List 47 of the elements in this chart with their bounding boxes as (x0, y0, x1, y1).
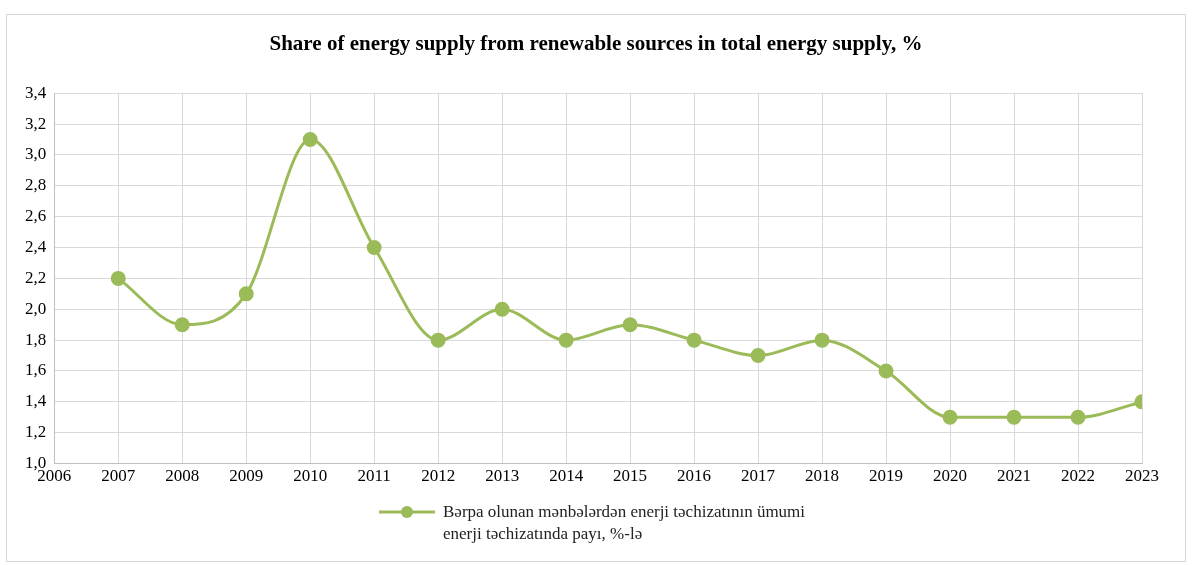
x-tick-label: 2018 (805, 466, 840, 486)
point (686, 332, 702, 348)
y-tick-label: 1,4 (25, 391, 47, 411)
x-tick-label: 2009 (229, 466, 264, 486)
x-tick-label: 2008 (165, 466, 200, 486)
x-tick-label: 2017 (741, 466, 776, 486)
x-tick-label: 2014 (549, 466, 584, 486)
y-tick-label: 2,2 (25, 267, 47, 287)
y-tick-label: 1,8 (25, 329, 47, 349)
x-tick-label: 2020 (933, 466, 968, 486)
y-tick-label: 2,8 (25, 175, 47, 195)
x-tick-label: 2023 (1125, 466, 1159, 486)
point (558, 332, 574, 348)
point (430, 332, 446, 348)
x-tick-label: 2022 (1061, 466, 1096, 486)
point (942, 409, 958, 425)
point (238, 286, 254, 302)
y-tick-label: 3,2 (25, 113, 47, 133)
x-tick-label: 2013 (485, 466, 520, 486)
x-tick-label: 2019 (869, 466, 904, 486)
x-tick-label: 2012 (421, 466, 456, 486)
point (1006, 409, 1022, 425)
y-tick-label: 3,0 (25, 144, 47, 164)
x-tick-label: 2007 (101, 466, 136, 486)
legend-label: Bərpa olunan mənbələrdən enerji təchizatının ümumi enerji təchizatında payı, %-lə (443, 501, 807, 545)
y-tick-label: 3,4 (25, 82, 47, 102)
x-tick-label: 2015 (613, 466, 648, 486)
y-tick-label: 2,6 (25, 206, 47, 226)
x-tick-label: 2011 (357, 466, 391, 486)
point (878, 363, 894, 379)
x-tick-label: 2021 (997, 466, 1032, 486)
y-tick-label: 1,6 (25, 360, 47, 380)
point (814, 332, 830, 348)
point (366, 240, 382, 256)
y-tick-label: 2,0 (25, 298, 47, 318)
point (622, 317, 638, 333)
chart-title: Share of energy supply from renewable sources in total energy supply, % (268, 31, 924, 56)
point (302, 132, 318, 147)
x-tick-label: 2016 (677, 466, 712, 486)
point (174, 317, 190, 333)
point (750, 348, 766, 364)
point (110, 270, 126, 286)
point (494, 301, 510, 317)
y-tick-label: 2,4 (25, 237, 47, 256)
x-tick-label: 2010 (293, 466, 328, 486)
y-tick-label: 1,2 (25, 422, 47, 442)
point (1070, 409, 1086, 425)
